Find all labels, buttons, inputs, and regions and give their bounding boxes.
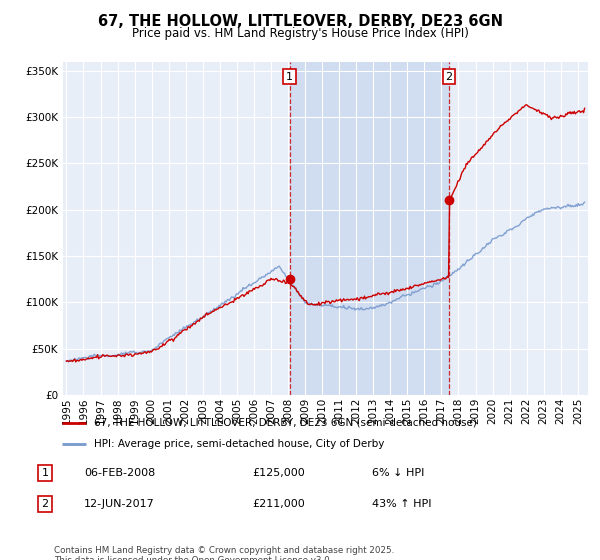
Text: 2: 2 <box>41 499 49 509</box>
Text: 43% ↑ HPI: 43% ↑ HPI <box>372 499 431 509</box>
Text: £211,000: £211,000 <box>252 499 305 509</box>
Text: HPI: Average price, semi-detached house, City of Derby: HPI: Average price, semi-detached house,… <box>94 439 384 449</box>
Bar <box>290 62 449 395</box>
Text: 67, THE HOLLOW, LITTLEOVER, DERBY, DE23 6GN (semi-detached house): 67, THE HOLLOW, LITTLEOVER, DERBY, DE23 … <box>94 418 476 428</box>
Text: 2: 2 <box>446 72 452 82</box>
Text: 6% ↓ HPI: 6% ↓ HPI <box>372 468 424 478</box>
Text: 1: 1 <box>286 72 293 82</box>
Text: 06-FEB-2008: 06-FEB-2008 <box>84 468 155 478</box>
Text: 12-JUN-2017: 12-JUN-2017 <box>84 499 155 509</box>
Text: £125,000: £125,000 <box>252 468 305 478</box>
Text: 1: 1 <box>41 468 49 478</box>
Text: Contains HM Land Registry data © Crown copyright and database right 2025.
This d: Contains HM Land Registry data © Crown c… <box>54 546 394 560</box>
Text: 67, THE HOLLOW, LITTLEOVER, DERBY, DE23 6GN: 67, THE HOLLOW, LITTLEOVER, DERBY, DE23 … <box>97 14 503 29</box>
Text: Price paid vs. HM Land Registry's House Price Index (HPI): Price paid vs. HM Land Registry's House … <box>131 27 469 40</box>
